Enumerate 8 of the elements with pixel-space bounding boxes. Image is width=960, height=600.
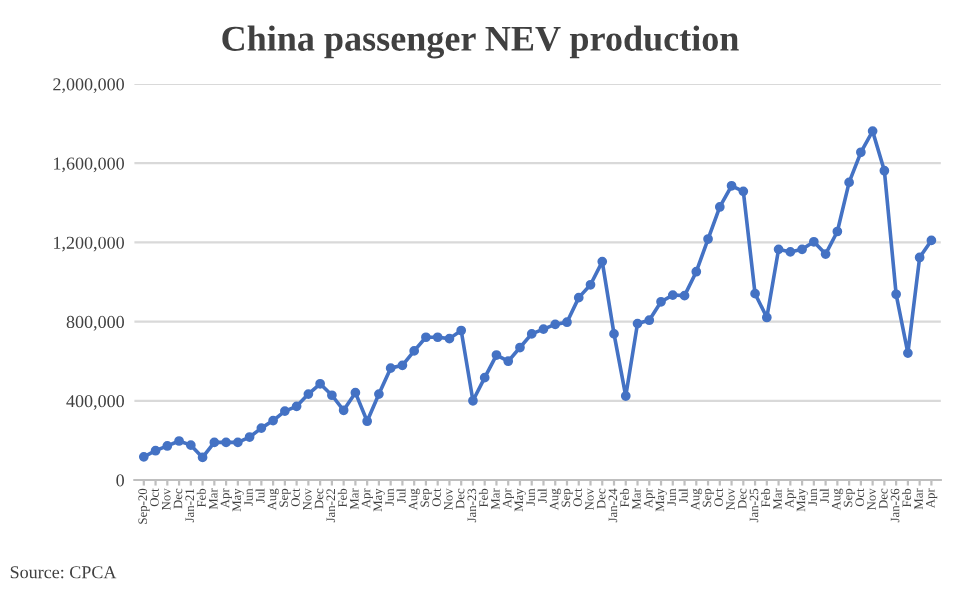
y-tick-label: 2,000,000 bbox=[53, 78, 124, 94]
y-tick-label: 0 bbox=[116, 474, 124, 487]
y-tick-label: 400,000 bbox=[66, 395, 124, 410]
y-tick-label: 1,600,000 bbox=[54, 157, 124, 173]
source-note: Source: CPCA bbox=[10, 566, 117, 579]
y-tick-label: 1,200,000 bbox=[54, 236, 124, 252]
y-tick-label: 800,000 bbox=[66, 315, 124, 331]
chart-title: China passenger NEV production bbox=[222, 25, 739, 59]
